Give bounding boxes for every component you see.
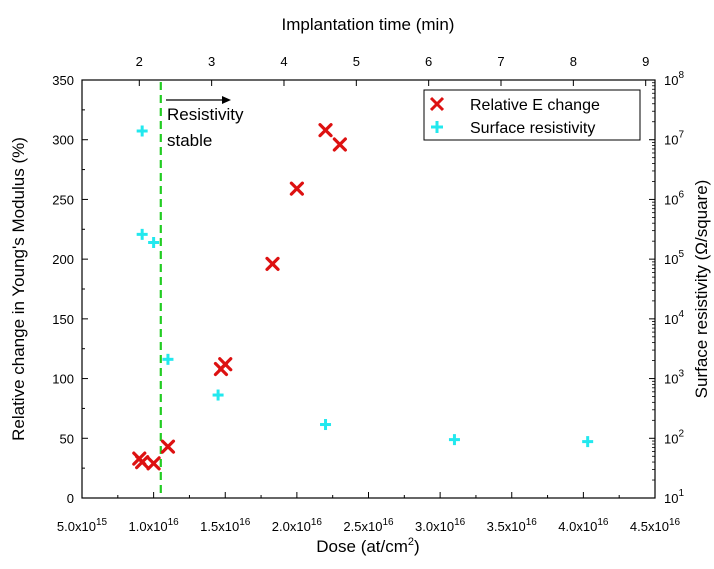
y-right-axis-title: Surface resistivity (Ω/square) [692,180,711,399]
e-change-point-7 [289,181,304,196]
top-tick-label-6: 8 [570,54,577,69]
y-left-tick-label-5: 250 [52,192,74,207]
top-tick-label-0: 2 [136,54,143,69]
legend-label-relative-e: Relative E change [470,97,600,114]
top-tick-label-3: 5 [353,54,360,69]
series-layer [132,123,594,471]
top-tick-label-4: 6 [425,54,432,69]
y-left-tick-label-2: 100 [52,372,74,387]
resistivity-point-3 [162,353,174,365]
x-tick-label-4: 2.5x1016 [343,517,394,534]
legend-label-surface-resistivity: Surface resistivity [470,120,595,137]
resistivity-point-1 [136,228,148,240]
resistivity-point-5 [320,419,332,431]
y-right-tick-label-4: 105 [664,249,684,267]
legend: Relative E change Surface resistivity [423,89,641,141]
resistivity-point-7 [582,436,594,448]
e-change-point-6 [265,256,280,272]
y-left-tick-label-0: 0 [67,491,74,506]
x-axis-title: Dose (at/cm2) [316,536,419,556]
y-right-tick-label-5: 106 [664,189,684,207]
legend-marker-relative-e [429,96,445,112]
e-change-point-1 [135,455,150,470]
y-left-tick-label-6: 300 [52,133,74,148]
x-tick-label-6: 3.5x1016 [487,517,538,534]
left-axis-ticks: 0 50 100 150 200 250 300 350 [52,73,88,506]
resistivity-point-4 [212,389,224,401]
e-change-point-9 [332,137,347,152]
x-tick-label-1: 1.0x1016 [129,517,180,534]
bottom-axis-ticks: 5.0x1015 1.0x1016 1.5x1016 2.0x1016 2.5x1016… [57,492,681,534]
resistivity-point-2 [148,236,160,248]
y-left-tick-label-3: 150 [52,312,74,327]
y-right-tick-label-0: 101 [664,488,684,506]
x-tick-label-8: 4.5x1016 [630,517,681,534]
resistivity-point-0 [136,125,148,137]
top-tick-label-5: 7 [497,54,504,69]
y-left-tick-label-4: 200 [52,252,74,267]
y-left-tick-label-1: 50 [60,431,74,446]
legend-marker-surface-resistivity [431,121,443,133]
y-right-tick-label-2: 103 [664,369,684,387]
x-tick-label-5: 3.0x1016 [415,517,466,534]
resistivity-point-6 [448,434,460,446]
top-tick-label-7: 9 [642,54,649,69]
e-change-point-2 [146,456,161,471]
x-tick-label-2: 1.5x1016 [200,517,251,534]
legend-box [423,89,641,141]
y-left-tick-label-7: 350 [52,73,74,88]
y-right-tick-label-1: 102 [664,428,684,446]
top-tick-label-1: 3 [208,54,215,69]
right-axis-ticks: 101 102 103 104 105 106 107 108 [649,70,684,506]
y-right-tick-label-7: 108 [664,70,684,88]
annotation-line1: Resistivity [167,105,244,124]
e-change-point-8 [318,123,333,138]
x-tick-label-7: 4.0x1016 [558,517,609,534]
y-right-tick-label-6: 107 [664,130,684,148]
annotation-arrowhead [222,96,231,104]
e-change-point-5 [218,357,233,372]
top-axis-title: Implantation time (min) [282,15,455,34]
e-change-point-3 [160,439,176,454]
x-tick-label-0: 5.0x1015 [57,517,108,534]
top-tick-label-2: 4 [280,54,287,69]
y-left-axis-title: Relative change in Young's Modulus (%) [9,137,28,441]
top-axis-ticks: 2 3 4 5 6 7 8 9 [136,54,649,86]
annotation-line2: stable [167,131,212,150]
y-right-tick-label-3: 104 [664,309,684,327]
x-tick-label-3: 2.0x1016 [272,517,323,534]
